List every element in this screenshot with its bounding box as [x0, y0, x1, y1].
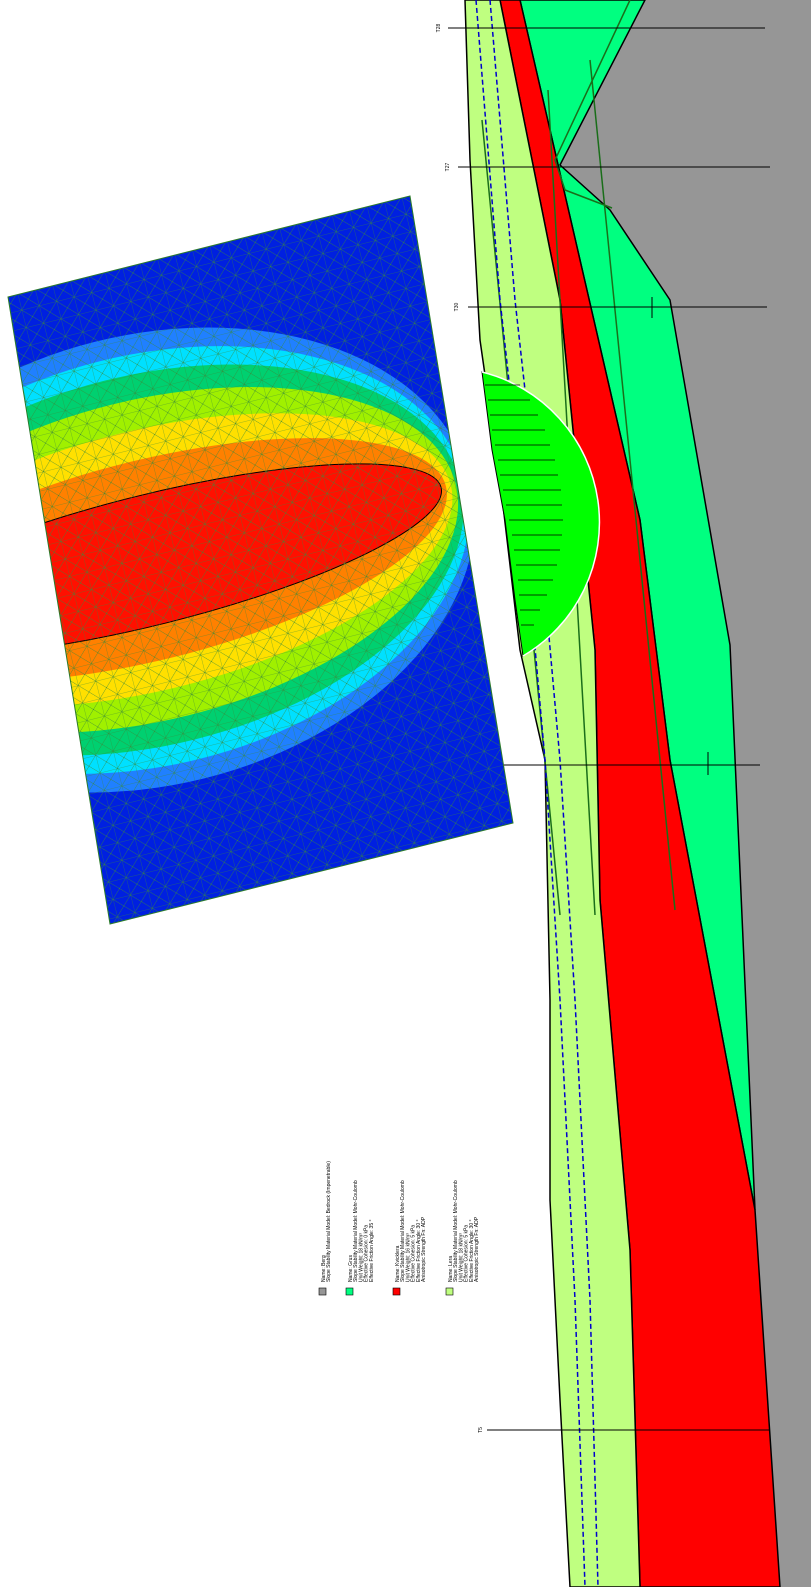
legend-swatch	[446, 1288, 453, 1295]
legend-text: Anisotropic Strength Fn: ADP	[421, 1216, 427, 1282]
legend-swatch	[319, 1288, 326, 1295]
legend-swatch	[346, 1288, 353, 1295]
legend-text: Slope Stability Material Model: Bedrock …	[326, 1161, 332, 1282]
legend-text: Effective Friction Angle: 35 °	[369, 1220, 375, 1283]
section-label: T30	[454, 302, 460, 311]
section-label: T28	[436, 23, 442, 32]
legend-swatch	[393, 1288, 400, 1295]
diagram: T28T27T30T5Name: BergSlope Stability Mat…	[0, 0, 811, 1587]
legend-text: Anisotropic Strength Fn: ADP	[474, 1216, 480, 1282]
section-label: T27	[445, 162, 451, 171]
section-label: T5	[478, 1427, 484, 1433]
contour-plot	[0, 196, 525, 924]
